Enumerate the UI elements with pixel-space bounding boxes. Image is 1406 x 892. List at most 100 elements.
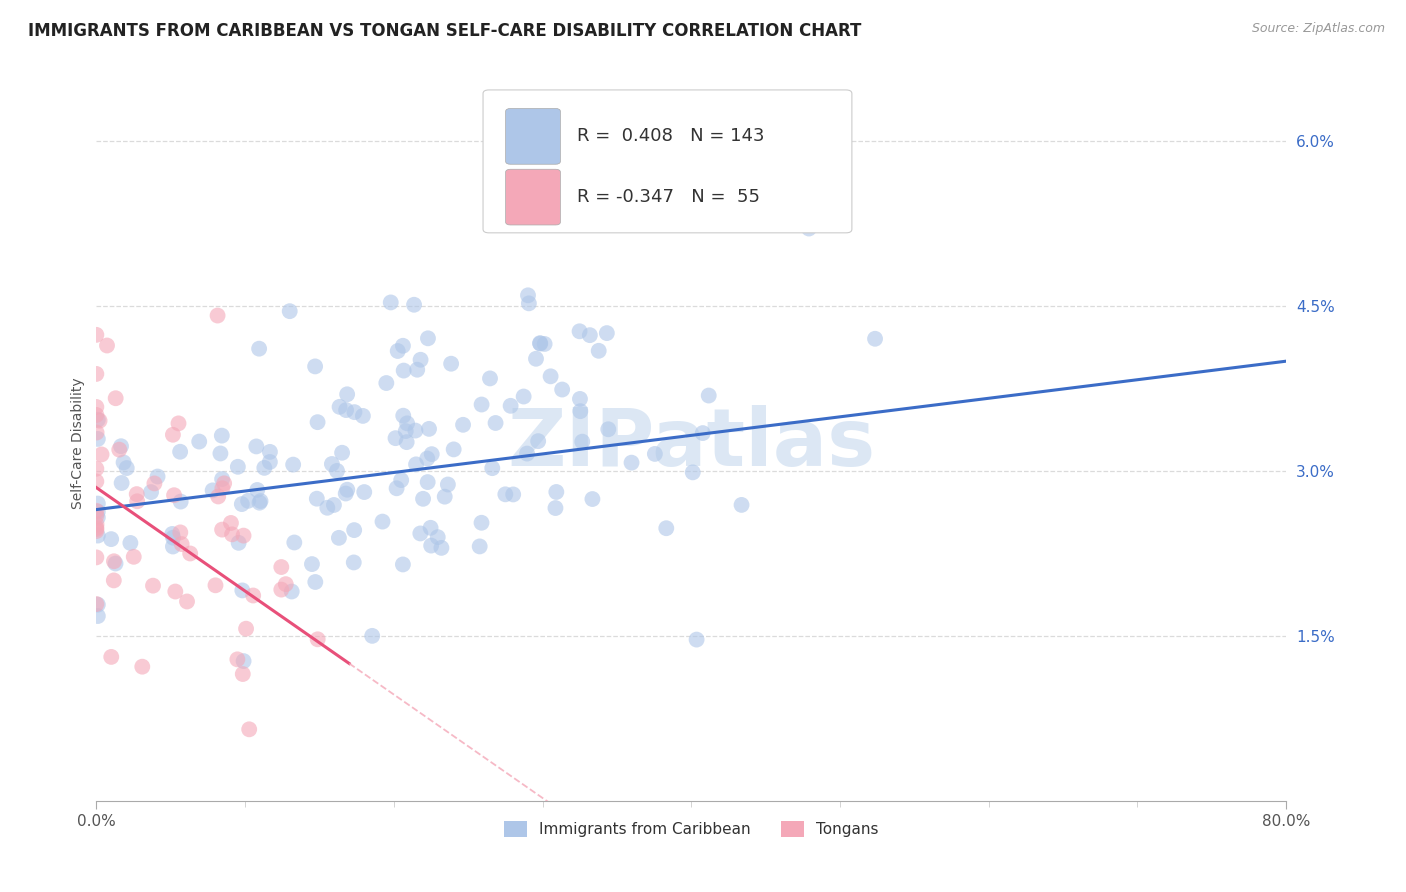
Point [402,298,425,312]
Point [516,446,538,460]
Point [86,408,108,422]
Point [170,537,193,551]
Point [529,336,551,351]
Legend: Immigrants from Caribbean, Tongans: Immigrants from Caribbean, Tongans [498,815,884,843]
Point [120,536,142,550]
Point [162,527,184,541]
Point [797,221,820,235]
Point [343,556,366,570]
Point [301,557,323,571]
Point [188,434,211,449]
Point [86,509,108,524]
Point [86,524,108,538]
Point [110,439,132,453]
Point [730,498,752,512]
Point [212,476,235,491]
Point [280,584,302,599]
Point [426,530,449,544]
Point [588,343,610,358]
Point [169,444,191,458]
Point [418,422,440,436]
Point [96,338,118,352]
Point [115,461,138,475]
Point [162,540,184,554]
Point [207,490,229,504]
Point [524,351,547,366]
Point [86,520,108,534]
Point [231,497,253,511]
Point [304,359,326,374]
Point [323,498,346,512]
Point [204,578,226,592]
Point [416,331,439,345]
Point [406,362,429,376]
Point [443,442,465,457]
Point [162,531,184,545]
Point [305,491,328,506]
Point [201,483,224,498]
Point [440,357,463,371]
Point [644,447,666,461]
Point [104,557,127,571]
Point [87,413,110,427]
Point [395,435,418,450]
Point [162,427,184,442]
Point [527,434,550,449]
Point [274,577,297,591]
Point [392,558,415,572]
Point [384,431,406,445]
Point [375,376,398,390]
Point [232,528,254,542]
Point [343,405,366,419]
Point [238,723,260,737]
Point [328,531,350,545]
Point [321,457,343,471]
Point [86,425,108,440]
Point [283,535,305,549]
Point [685,632,707,647]
Point [249,494,271,508]
Point [380,295,402,310]
Point [165,584,187,599]
Point [546,485,568,500]
Point [412,491,434,506]
Point [270,582,292,597]
Point [103,554,125,568]
Point [371,515,394,529]
Point [90,447,112,461]
Point [392,363,415,377]
Point [517,288,540,302]
Point [499,399,522,413]
Point [385,481,408,495]
Point [533,337,555,351]
Text: R = -0.347   N =  55: R = -0.347 N = 55 [576,188,761,206]
Point [87,505,110,519]
Point [253,461,276,475]
Point [179,546,201,560]
Point [502,487,524,501]
Point [125,487,148,501]
Point [228,536,250,550]
Point [517,296,540,310]
Point [247,342,270,356]
Y-axis label: Self-Care Disability: Self-Care Disability [72,378,86,509]
Point [544,501,567,516]
Point [89,414,111,428]
Point [112,455,135,469]
Point [335,403,357,417]
Point [326,464,349,478]
Point [167,417,190,431]
Point [87,510,110,524]
Point [170,494,193,508]
Point [246,483,269,497]
Point [146,469,169,483]
Point [108,442,131,457]
Point [479,371,502,385]
Point [387,343,409,358]
Point [104,391,127,405]
Point [329,400,352,414]
Point [232,654,254,668]
Point [361,629,384,643]
Point [529,336,551,351]
Point [249,496,271,510]
